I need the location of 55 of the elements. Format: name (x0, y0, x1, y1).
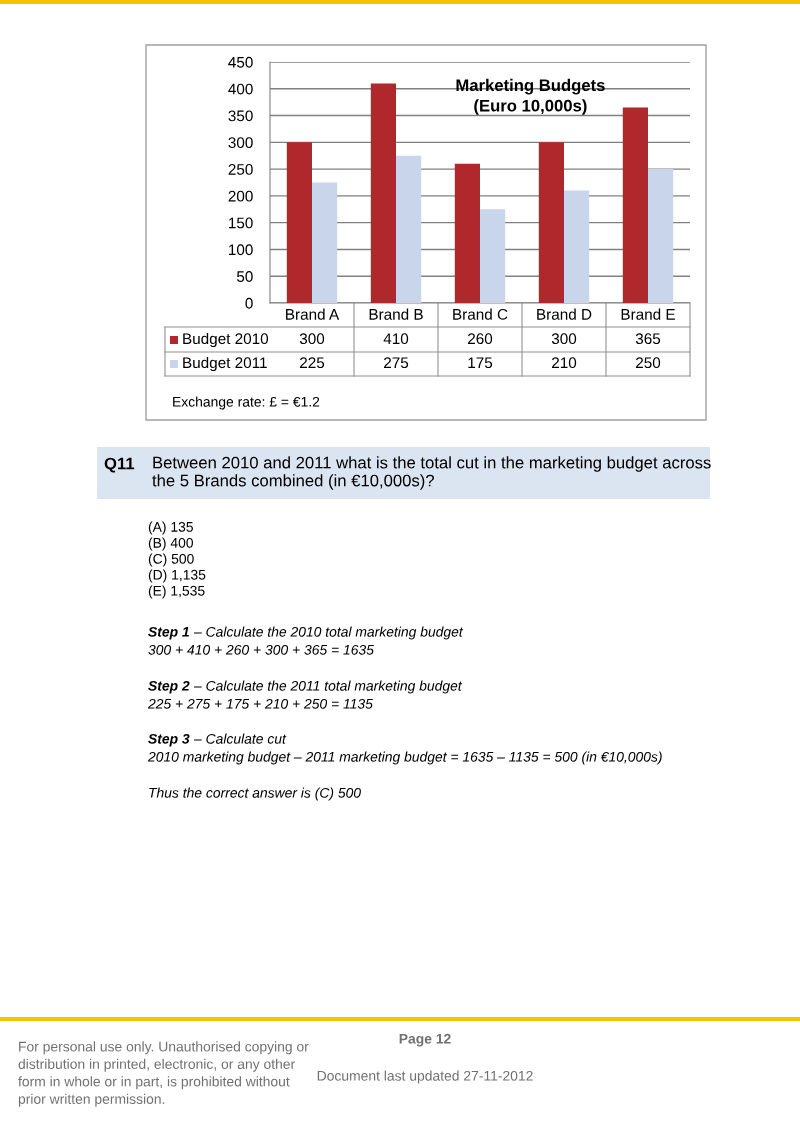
text: (A) 135 (B) 400 (C) 500 (D) 1,135 (E) 1,535 (148, 521, 206, 599)
text: – Calculate cut (193, 733, 287, 744)
y-tick-label: 250 (228, 163, 253, 175)
text: Between 2010 and 2011 what is the total cut in the marketing budget across the 5 Brands combined (in €10,000s)? (152, 456, 711, 490)
legend-label: Budget 2010 (183, 332, 269, 348)
data-label: 300 (299, 333, 325, 345)
bar (622, 107, 648, 303)
text: Page 12 (399, 1033, 451, 1047)
y-tick-label: 350 (228, 110, 253, 122)
text: Step 2 (148, 680, 190, 694)
bar (538, 142, 564, 303)
text: 225 + 275 + 175 + 210 + 250 = 1135 (147, 698, 373, 709)
y-tick-label: 450 (228, 56, 253, 68)
y-tick-label: 400 (228, 83, 253, 95)
text: Step 3 (148, 733, 190, 747)
data-label: 300 (551, 333, 577, 345)
data-label: 275 (384, 357, 409, 369)
data-label: 410 (383, 333, 409, 345)
data-label: 225 (300, 357, 325, 369)
bar (648, 169, 674, 303)
bar (312, 182, 338, 303)
bar (564, 190, 590, 303)
data-label: 260 (468, 333, 493, 345)
data-label: 365 (635, 333, 661, 345)
x-tick-label: Brand B (369, 308, 423, 320)
text: Thus the correct answer is (C) 500 (149, 787, 361, 801)
data-label: 210 (552, 357, 577, 369)
bar (396, 155, 422, 303)
x-tick-label: Brand E (621, 308, 675, 320)
text: 300 + 410 + 260 + 300 + 365 = 1635 (148, 644, 374, 655)
x-tick-label: Brand C (453, 308, 508, 320)
text: – Calculate the 2011 total marketing budget (193, 680, 463, 694)
y-tick-label: 300 (228, 137, 253, 149)
y-tick-label: 0 (245, 297, 253, 309)
text: – Calculate the 2010 total marketing budget (193, 626, 464, 640)
text: Exchange rate: £ = €1.2 (173, 396, 320, 410)
text: Document last updated 27-11-2012 (317, 1070, 533, 1084)
y-tick-label: 150 (229, 217, 253, 229)
text: For personal use only. Unauthorised copying or distribution in printed, electronic, or any other form in whole or in part, is prohibited without prior written permission. (18, 1041, 309, 1107)
bar (370, 83, 396, 303)
data-label: 175 (468, 357, 493, 369)
bar (454, 163, 480, 303)
legend-label: Budget 2011 (183, 356, 267, 372)
y-tick-label: 50 (236, 271, 253, 282)
text: Step 1 (148, 626, 189, 640)
x-tick-label: Brand A (286, 308, 340, 320)
bar (480, 209, 506, 303)
text: Q11 (104, 457, 135, 473)
bar (286, 142, 312, 303)
text: 2010 marketing budget – 2011 marketing budget = 1635 – 1135 = 500 (in €10,000s) (147, 751, 662, 765)
y-tick-label: 100 (229, 244, 253, 256)
x-tick-label: Brand D (537, 308, 592, 320)
y-tick-label: 200 (228, 190, 253, 202)
text: Marketing Budgets (Euro 10,000s) (456, 78, 605, 115)
data-label: 250 (636, 357, 661, 369)
